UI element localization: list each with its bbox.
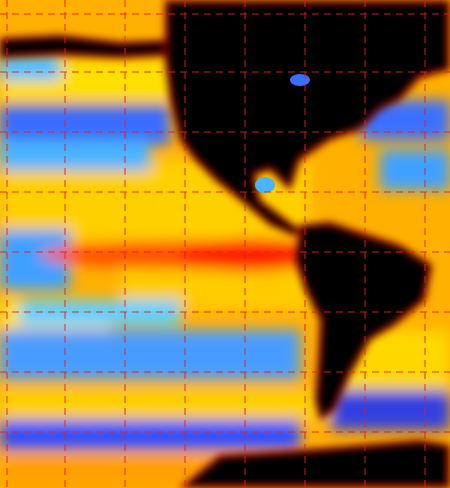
page xyxy=(0,0,450,488)
land xyxy=(0,0,450,488)
graticule xyxy=(0,0,450,488)
sst-anomaly-map xyxy=(0,0,450,488)
